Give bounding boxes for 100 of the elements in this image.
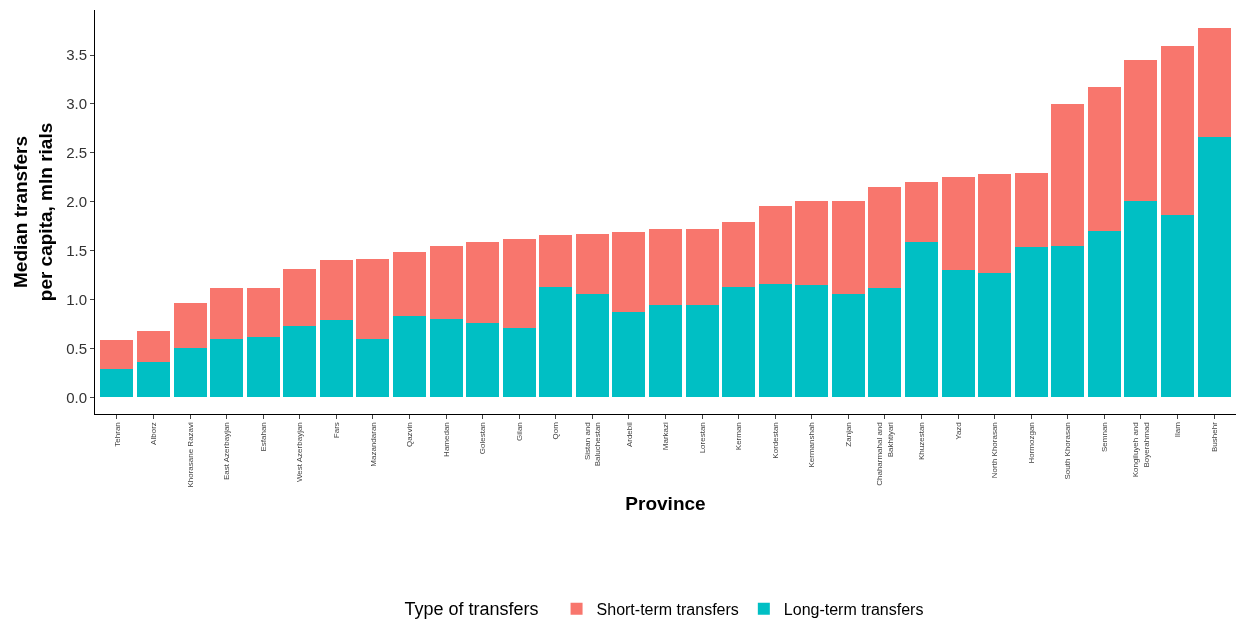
bar: [539, 234, 573, 287]
x-tick-label: Kerman: [734, 422, 744, 451]
x-tick-label: Ilam: [1173, 421, 1183, 438]
x-tick-label: Semnan: [1099, 422, 1109, 452]
bar: [1197, 137, 1231, 398]
bar: [831, 200, 865, 294]
bar: [137, 330, 170, 363]
y-tick-label: 3.0: [66, 95, 87, 113]
x-tick-label: Kordestan: [770, 422, 780, 459]
x-tick-label: Tehran: [112, 422, 122, 447]
bar: [649, 229, 682, 306]
x-tick-label: Esfahan: [258, 422, 268, 452]
x-tick-label: Zanjan: [843, 422, 853, 447]
bar: [539, 286, 573, 398]
bar: [100, 369, 134, 398]
y-axis-title: Median transfers per capita, mln rials: [10, 122, 56, 302]
x-tick-label: North Khorasan: [990, 422, 1000, 479]
bar: [795, 284, 829, 398]
x-tick-label: Yazd: [953, 422, 963, 440]
bar: [1124, 200, 1158, 398]
x-tick-label: Qazvin: [405, 422, 415, 448]
bar: [356, 338, 390, 398]
y-tick-label: 1.0: [66, 290, 87, 308]
bar: [173, 303, 207, 349]
bar: [905, 241, 938, 398]
bar: [795, 200, 829, 285]
x-tick-label: Bushehr: [1209, 421, 1219, 452]
bar: [1014, 173, 1048, 247]
bar: [722, 286, 756, 398]
bar: [1087, 87, 1121, 232]
bar: [1051, 103, 1085, 246]
bar: [831, 293, 865, 398]
x-tick-label: Golestan: [478, 422, 488, 455]
bar: [612, 312, 646, 398]
x-tick-label: Chaharmahal and Bakhtiyari: [875, 421, 895, 486]
bar: [283, 269, 317, 326]
bar: [941, 177, 975, 271]
bar: [283, 325, 317, 398]
y-tick-label: 2.5: [66, 144, 87, 162]
bar: [868, 287, 902, 398]
bar: [393, 316, 426, 398]
bar: [100, 339, 134, 369]
x-tick-label: Khorasane Razavi: [185, 421, 195, 488]
y-tick-label: 3.5: [66, 46, 87, 64]
x-tick-label: East Azerbayjan: [222, 422, 232, 481]
y-tick-label: 0.0: [66, 388, 87, 406]
bar: [173, 348, 207, 398]
legend-label: Long-term transfers: [783, 600, 924, 618]
x-tick-label: Kermanshah: [807, 422, 817, 468]
legend-label: Short-term transfers: [596, 600, 739, 618]
bar: [685, 305, 719, 398]
bar: [137, 362, 170, 398]
bar: [1161, 46, 1194, 216]
bar: [905, 182, 938, 242]
x-tick-label: Qom: [551, 421, 561, 440]
bar: [1124, 59, 1158, 201]
y-tick-label: 2.0: [66, 192, 87, 210]
bar: [1051, 245, 1085, 398]
bar: [319, 260, 353, 321]
x-tick-label: Gilan: [514, 422, 524, 441]
x-tick-label: Hormozgan: [1026, 422, 1036, 464]
bar: [575, 234, 609, 294]
bar: [758, 205, 792, 284]
bar: [502, 327, 536, 398]
x-tick-label: Hamedan: [441, 422, 451, 457]
bar: [649, 305, 682, 398]
bar: [941, 270, 975, 398]
x-tick-label: Sistan and Baluchestan: [582, 422, 603, 467]
x-tick-label: Mazandaran: [368, 422, 378, 467]
bar: [429, 319, 463, 398]
x-tick-label: Lorestan: [697, 422, 707, 454]
bar: [246, 287, 280, 337]
bar: [685, 229, 719, 306]
bar: [1087, 231, 1121, 398]
legend-title: Type of transfers: [404, 599, 549, 620]
bar: [210, 338, 244, 398]
y-tick-label: 1.5: [66, 241, 87, 259]
bar: [1197, 27, 1231, 138]
bar: [393, 251, 426, 317]
bar: [868, 187, 902, 288]
bar: [978, 174, 1012, 274]
bar: [978, 273, 1012, 398]
bar: [466, 323, 500, 398]
x-axis-title: Province: [625, 493, 706, 515]
bar: [612, 232, 646, 313]
x-tick-label: South Khorasan: [1063, 422, 1073, 480]
bar: [1161, 215, 1194, 398]
x-tick-label: Alborz: [149, 422, 159, 445]
bar: [758, 283, 792, 398]
x-tick-label: Ardebil: [624, 421, 634, 448]
bar: [466, 241, 500, 324]
bar: [246, 336, 280, 398]
x-tick-label: Fars: [331, 422, 341, 439]
x-tick-label: Kongiluyeh and Boyerahmad: [1131, 422, 1151, 478]
bar: [1014, 246, 1048, 398]
bar: [502, 238, 536, 328]
y-tick-label: 0.5: [66, 339, 87, 357]
x-tick-label: Khuzestan: [917, 422, 927, 461]
bar: [356, 259, 390, 339]
bar: [722, 222, 756, 287]
